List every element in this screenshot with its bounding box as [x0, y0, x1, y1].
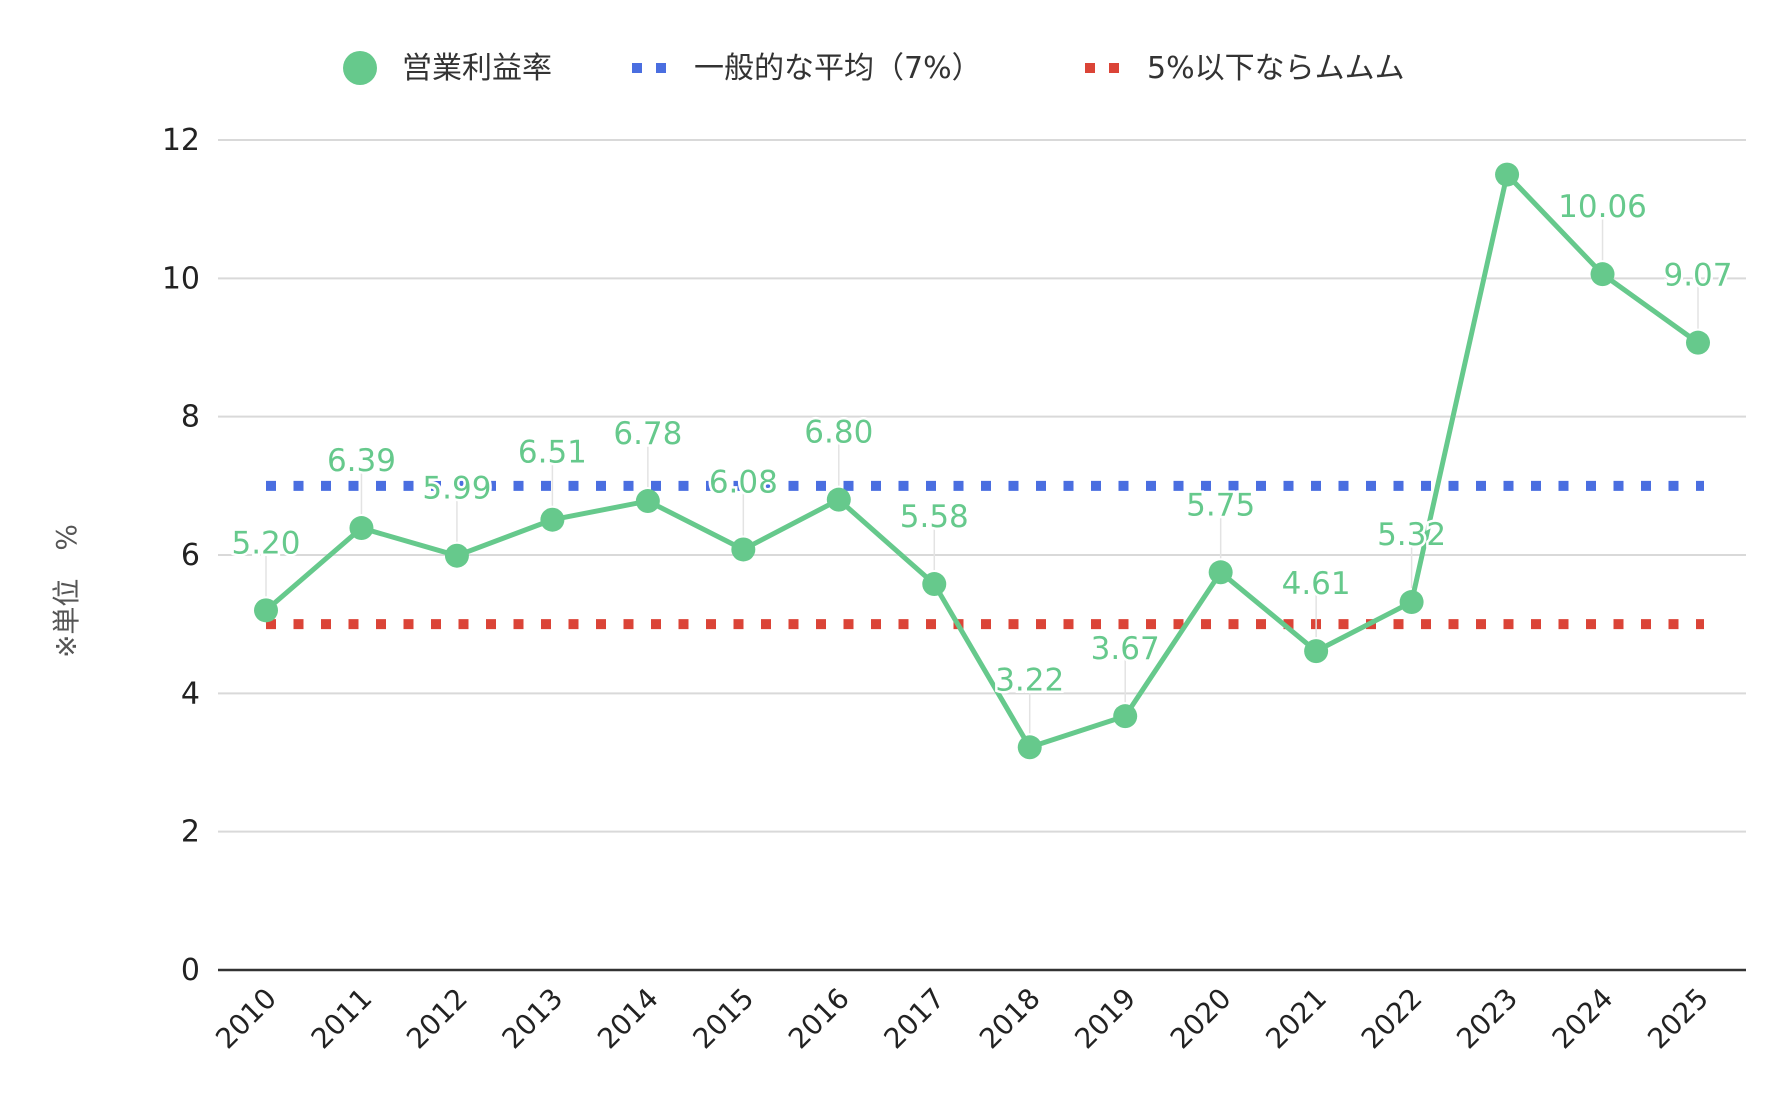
data-label-2011: 6.39 — [327, 443, 396, 479]
x-tick-label: 2018 — [973, 982, 1047, 1056]
data-point-2011 — [349, 516, 374, 541]
data-point-2016 — [826, 487, 851, 512]
data-point-2018 — [1017, 735, 1042, 760]
data-point-2019 — [1113, 704, 1138, 729]
data-point-2015 — [731, 537, 756, 562]
data-label-2010: 5.20 — [231, 525, 300, 561]
data-label-2021: 4.61 — [1282, 566, 1351, 602]
x-tick-label: 2019 — [1068, 982, 1142, 1056]
x-tick-label: 2011 — [305, 982, 379, 1056]
data-label-2022: 5.32 — [1377, 517, 1446, 553]
data-label-2017: 5.58 — [900, 499, 969, 535]
legend-label-threshold: 5%以下ならムムム — [1147, 51, 1405, 86]
data-label-2019: 3.67 — [1091, 631, 1160, 667]
x-tick-label: 2017 — [877, 982, 951, 1056]
data-label-2015: 6.08 — [709, 464, 778, 500]
x-tick-label: 2020 — [1164, 982, 1238, 1056]
data-label-2020: 5.75 — [1186, 487, 1255, 523]
data-label-2018: 3.22 — [995, 662, 1064, 698]
data-point-2017 — [922, 572, 947, 597]
data-label-2016: 6.80 — [804, 415, 873, 451]
legend: 営業利益率 一般的な平均（7%） 5%以下ならムムム — [343, 51, 1405, 86]
x-tick-label: 2014 — [591, 982, 665, 1056]
x-tick-label: 2015 — [687, 982, 761, 1056]
y-tick-label: 4 — [181, 676, 200, 711]
y-tick-label: 2 — [181, 815, 200, 850]
data-point-2014 — [635, 489, 660, 514]
data-label-2013: 6.51 — [518, 435, 587, 471]
y-tick-label: 6 — [181, 538, 200, 573]
data-label-2012: 5.99 — [422, 471, 491, 507]
data-point-2023 — [1495, 162, 1520, 187]
y-tick-label: 8 — [181, 400, 200, 435]
x-tick-label: 2025 — [1641, 982, 1715, 1056]
x-tick-label: 2016 — [782, 982, 856, 1056]
x-tick-label: 2023 — [1450, 982, 1524, 1056]
data-point-2020 — [1208, 560, 1233, 585]
data-point-2025 — [1686, 330, 1710, 355]
x-tick-label: 2010 — [209, 982, 283, 1056]
legend-marker-threshold — [1085, 63, 1119, 73]
y-axis-title: ※単位 % — [50, 524, 83, 658]
data-label-2025: 9.07 — [1663, 258, 1732, 294]
legend-label-operating-margin: 営業利益率 — [402, 51, 552, 86]
data-point-2024 — [1590, 262, 1615, 287]
x-tick-label: 2024 — [1546, 982, 1620, 1056]
data-point-2021 — [1304, 639, 1329, 664]
y-tick-label: 10 — [162, 261, 200, 296]
legend-marker-operating-margin — [343, 51, 377, 85]
data-label-2014: 6.78 — [613, 416, 682, 452]
data-point-2013 — [540, 507, 565, 532]
x-tick-label: 2022 — [1355, 982, 1429, 1056]
legend-marker-average — [632, 63, 666, 73]
legend-label-average: 一般的な平均（7%） — [694, 51, 982, 86]
x-tick-label: 2013 — [496, 982, 570, 1056]
y-tick-label: 12 — [162, 123, 200, 158]
x-tick-label: 2021 — [1259, 982, 1333, 1056]
x-tick-label: 2012 — [400, 982, 474, 1056]
data-label-2024: 10.06 — [1558, 189, 1647, 225]
data-point-2010 — [254, 598, 278, 623]
y-tick-label: 0 — [181, 953, 200, 988]
data-point-2022 — [1399, 590, 1424, 615]
data-point-2012 — [444, 543, 469, 568]
operating-margin-line — [264, 172, 1700, 750]
